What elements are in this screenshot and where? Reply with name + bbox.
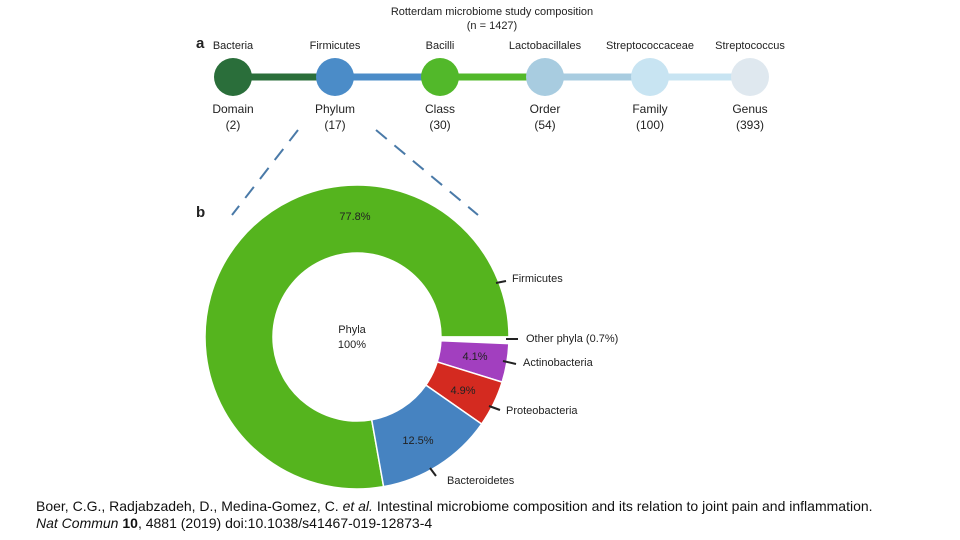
leader-line (488, 405, 501, 411)
value-label: 4.9% (450, 385, 475, 397)
taxon-label: Streptococcaceae (606, 40, 694, 52)
figure: Rotterdam microbiome study composition (… (196, 6, 785, 490)
leader-line (495, 280, 507, 284)
panel-label: b (196, 204, 205, 221)
category-label: Bacteroidetes (447, 475, 515, 487)
count-label: (17) (324, 118, 345, 132)
category-label: Proteobacteria (506, 405, 578, 417)
citation-part: Intestinal microbiome composition and it… (372, 498, 873, 514)
rank-label: Genus (732, 102, 767, 116)
taxon-label: Bacteria (213, 40, 254, 52)
center-label: 100% (338, 339, 366, 351)
count-label: (54) (534, 118, 555, 132)
rank-label: Class (425, 102, 455, 116)
taxon-node (316, 58, 354, 96)
rank-label: Domain (212, 102, 253, 116)
taxon-label: Lactobacillales (509, 40, 582, 52)
leader-line (429, 467, 437, 477)
leader-line (502, 360, 517, 365)
citation-part: Boer, C.G., Radjabzadeh, D., Medina-Gome… (36, 498, 343, 514)
citation: Boer, C.G., Radjabzadeh, D., Medina-Gome… (36, 498, 876, 532)
citation-part: et al. (342, 498, 373, 514)
rank-label: Order (530, 102, 561, 116)
taxon-label: Streptococcus (715, 40, 785, 52)
donut-slice (370, 384, 483, 488)
center-label: Phyla (338, 324, 366, 336)
zoom-line (231, 129, 299, 216)
taxon-node (421, 58, 459, 96)
taxon-label: Firmicutes (310, 40, 361, 52)
value-label: 4.1% (462, 351, 487, 363)
value-label: 12.5% (402, 435, 433, 447)
category-label: Other phyla (0.7%) (526, 333, 618, 345)
count-label: (30) (429, 118, 450, 132)
taxon-node (631, 58, 669, 96)
taxon-node (731, 58, 769, 96)
rank-label: Phylum (315, 102, 355, 116)
citation-part: 10 (118, 515, 138, 531)
panel-label: a (196, 35, 205, 52)
donut-slice (204, 184, 510, 490)
title: Rotterdam microbiome study composition (391, 6, 593, 18)
taxon-node (214, 58, 252, 96)
count-label: (100) (636, 118, 664, 132)
taxon-label: Bacilli (426, 40, 455, 52)
category-label: Actinobacteria (523, 357, 594, 369)
category-label: Firmicutes (512, 273, 563, 285)
taxon-node (526, 58, 564, 96)
value-label: 77.8% (339, 211, 370, 223)
count-label: (2) (226, 118, 241, 132)
count-label: (393) (736, 118, 764, 132)
subtitle: (n = 1427) (467, 20, 517, 32)
rank-label: Family (632, 102, 667, 116)
citation-part: Nat Commun (36, 515, 119, 531)
citation-part: , 4881 (2019) doi:10.1038/s41467-019-128… (137, 515, 433, 531)
